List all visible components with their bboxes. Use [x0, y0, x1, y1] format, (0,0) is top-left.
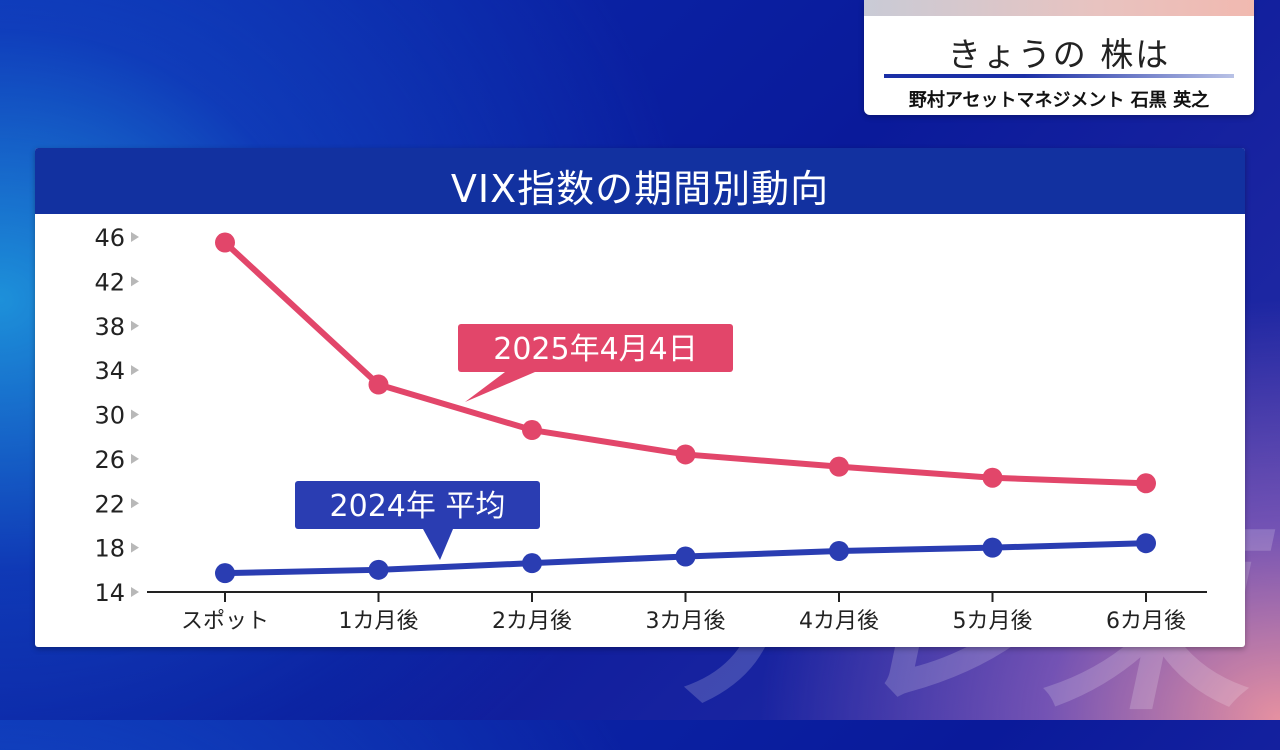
title-card-accent-bar	[864, 0, 1254, 16]
y-tick-marker	[131, 498, 139, 509]
y-tick-marker	[131, 453, 139, 464]
y-tick-marker	[131, 542, 139, 553]
x-axis: スポット 1カ月後 2カ月後 3カ月後 4カ月後 5カ月後 6カ月後	[147, 591, 1207, 634]
x-tick-label: スポット	[181, 609, 269, 634]
y-tick-label: 14	[94, 579, 125, 607]
y-tick-marker	[131, 587, 139, 597]
data-point	[675, 444, 696, 465]
y-tick-label: 26	[94, 446, 125, 474]
y-tick-marker	[131, 365, 139, 376]
series-layer	[215, 232, 1156, 584]
x-tick-label: 3カ月後	[646, 609, 726, 634]
series-callout-box	[458, 324, 733, 372]
data-point	[829, 540, 849, 561]
y-tick-marker	[131, 232, 139, 242]
chart-title-bar: VIX指数の期間別動向	[35, 148, 1245, 216]
x-tick-label: 1カ月後	[339, 609, 419, 634]
series-callout-box	[295, 481, 540, 529]
program-title-card: きょうの 株は 野村アセットマネジメント 石黒 英之	[864, 0, 1254, 115]
y-tick-label: 34	[94, 357, 125, 385]
data-point	[368, 559, 389, 580]
data-point	[522, 420, 542, 441]
data-point	[522, 553, 542, 574]
callout-layer: 2025年4月4日 2024年 平均	[295, 324, 733, 560]
series-callout-label: 2024年 平均	[330, 489, 506, 524]
y-tick-marker	[131, 276, 139, 287]
data-point	[1136, 533, 1156, 554]
data-point	[982, 467, 1003, 488]
x-tick-label: 6カ月後	[1106, 609, 1186, 634]
title-divider	[884, 74, 1234, 78]
y-tick-label: 42	[94, 268, 125, 296]
data-point	[215, 563, 235, 584]
data-point	[368, 374, 389, 395]
y-tick-label: 38	[94, 313, 125, 341]
y-axis: 46 42 38 34 30 26 22 18 14	[94, 224, 139, 607]
series-callout-pointer	[423, 529, 453, 560]
data-point	[982, 537, 1003, 558]
data-point	[829, 456, 849, 477]
data-point	[215, 232, 235, 253]
y-tick-label: 30	[94, 402, 125, 430]
x-tick-label: 4カ月後	[799, 609, 879, 634]
y-tick-label: 18	[94, 535, 125, 563]
x-tick-label: 5カ月後	[953, 609, 1033, 634]
chart-title: VIX指数の期間別動向	[450, 167, 830, 211]
y-tick-marker	[131, 320, 139, 331]
program-title: きょうの 株は	[947, 35, 1171, 74]
x-tick-label: 2カ月後	[492, 609, 572, 634]
series-callout-label: 2025年4月4日	[493, 332, 698, 367]
guest-caption: 野村アセットマネジメント 石黒 英之	[908, 90, 1210, 111]
series-callout-pointer	[465, 372, 535, 402]
data-point	[675, 546, 696, 567]
y-tick-marker	[131, 409, 139, 420]
vix-line-chart: 46 42 38 34 30 26 22 18 14 スポット 1カ月後 2カ月後 3カ月後 4カ月後 5…	[94, 224, 1207, 634]
chart-panel: VIX指数の期間別動向 46 42 38 34 30 26 22 18 14 スポット 1カ月後 2…	[35, 148, 1245, 647]
data-point	[1136, 473, 1156, 494]
y-tick-label: 46	[94, 224, 125, 252]
y-tick-label: 22	[94, 490, 125, 518]
